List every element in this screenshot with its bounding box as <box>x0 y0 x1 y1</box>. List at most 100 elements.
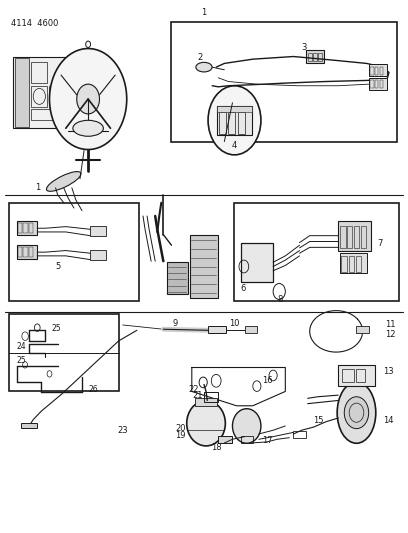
Bar <box>338 221 371 251</box>
Text: 25: 25 <box>51 324 61 333</box>
Bar <box>342 369 354 382</box>
Bar <box>318 53 322 61</box>
Bar <box>18 247 22 257</box>
Bar <box>31 62 47 83</box>
Bar <box>9 314 119 391</box>
Text: 1: 1 <box>202 8 206 17</box>
Bar <box>293 431 306 438</box>
Bar <box>338 365 375 386</box>
Bar <box>190 235 218 298</box>
Bar <box>171 22 397 142</box>
Bar <box>235 203 399 301</box>
Bar <box>245 326 257 334</box>
Ellipse shape <box>196 62 212 72</box>
Ellipse shape <box>47 172 81 191</box>
Bar <box>29 247 33 257</box>
Bar <box>90 250 106 260</box>
Text: 12: 12 <box>385 330 395 339</box>
Text: 8: 8 <box>278 295 283 304</box>
Text: 13: 13 <box>383 367 394 376</box>
Text: 18: 18 <box>211 443 222 452</box>
Bar <box>24 247 27 257</box>
Text: 7: 7 <box>377 239 382 248</box>
Bar <box>349 256 354 272</box>
Text: 5: 5 <box>55 262 60 271</box>
Bar <box>369 64 387 76</box>
Ellipse shape <box>187 401 225 446</box>
Text: 14: 14 <box>383 416 393 425</box>
Bar <box>24 223 27 233</box>
Bar <box>21 423 37 428</box>
Bar <box>308 53 312 61</box>
Bar <box>217 106 252 112</box>
Text: 17: 17 <box>262 437 272 446</box>
Bar <box>204 392 218 402</box>
Bar <box>241 436 253 443</box>
Bar <box>208 326 226 334</box>
Bar <box>340 253 367 273</box>
Text: 23: 23 <box>118 426 128 435</box>
Text: 16: 16 <box>262 376 272 385</box>
Bar <box>370 67 374 75</box>
Text: 9: 9 <box>173 319 178 328</box>
Bar <box>17 245 37 259</box>
Bar <box>49 86 65 107</box>
Bar <box>341 256 347 272</box>
Bar <box>15 58 29 127</box>
Text: 6: 6 <box>240 284 245 293</box>
Text: 1: 1 <box>35 183 40 192</box>
Bar <box>9 203 139 301</box>
Bar <box>356 256 361 272</box>
Text: 24: 24 <box>17 342 27 351</box>
Text: 15: 15 <box>313 416 323 425</box>
Text: 25: 25 <box>17 356 27 365</box>
Bar <box>375 67 379 75</box>
Bar <box>90 226 106 236</box>
Text: 20: 20 <box>175 424 186 433</box>
Bar <box>195 398 217 406</box>
Bar <box>13 56 70 128</box>
Bar <box>17 221 37 235</box>
Text: 4: 4 <box>232 141 237 150</box>
Bar <box>218 436 233 443</box>
Bar <box>31 86 47 107</box>
Circle shape <box>208 86 261 155</box>
Bar <box>357 369 365 382</box>
Bar <box>29 223 33 233</box>
Bar <box>217 106 252 135</box>
Text: 2: 2 <box>197 53 202 62</box>
Bar <box>375 80 379 88</box>
Text: 11: 11 <box>385 320 395 329</box>
Text: 10: 10 <box>229 319 240 328</box>
Bar <box>228 112 235 134</box>
Bar <box>167 262 188 294</box>
Ellipse shape <box>337 382 376 443</box>
Bar <box>340 225 346 248</box>
Bar <box>306 50 324 63</box>
Bar <box>369 78 387 90</box>
Text: 21: 21 <box>192 391 203 400</box>
Text: 22: 22 <box>188 385 199 394</box>
Circle shape <box>344 397 369 429</box>
Text: 26: 26 <box>88 385 98 394</box>
Bar <box>18 223 22 233</box>
Text: 3: 3 <box>302 43 307 52</box>
Bar <box>357 326 369 334</box>
Circle shape <box>77 84 100 114</box>
Ellipse shape <box>233 409 261 443</box>
Bar <box>31 109 67 120</box>
Bar <box>380 67 383 75</box>
Circle shape <box>49 49 127 150</box>
Bar <box>313 53 317 61</box>
Bar <box>347 225 353 248</box>
Bar <box>380 80 383 88</box>
Bar <box>354 225 359 248</box>
Ellipse shape <box>73 120 103 136</box>
Bar <box>219 112 226 134</box>
Bar <box>241 243 273 282</box>
Bar <box>238 112 245 134</box>
Text: 19: 19 <box>175 431 186 440</box>
Bar <box>361 225 366 248</box>
Bar <box>370 80 374 88</box>
Text: 4114  4600: 4114 4600 <box>11 19 58 28</box>
